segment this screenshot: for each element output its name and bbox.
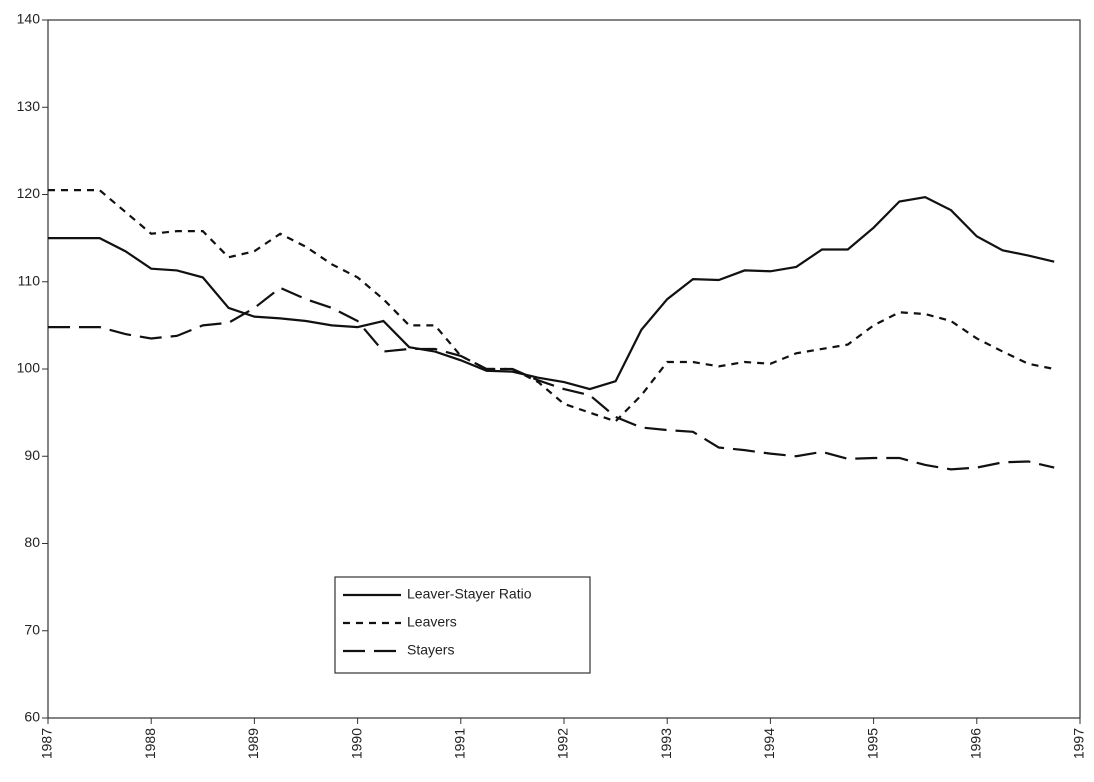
x-tick-label: 1993 xyxy=(658,728,674,759)
legend-label: Leaver-Stayer Ratio xyxy=(407,586,532,602)
x-tick-label: 1997 xyxy=(1071,728,1087,759)
x-tick-label: 1995 xyxy=(864,728,880,759)
legend: Leaver-Stayer Ratio Leavers Stayers xyxy=(334,576,591,674)
y-tick-label: 90 xyxy=(24,447,40,463)
y-tick-label: 100 xyxy=(17,360,41,376)
x-tick-label: 1988 xyxy=(142,728,158,759)
x-tick-label: 1992 xyxy=(555,728,571,759)
data-line xyxy=(48,195,1055,391)
x-tick-label: 1991 xyxy=(452,728,468,759)
y-tick-label: 80 xyxy=(24,534,40,550)
y-tick-label: 70 xyxy=(24,621,40,637)
y-tick-label: 140 xyxy=(17,11,41,27)
y-tick-label: 60 xyxy=(24,709,40,725)
data-line xyxy=(48,286,1055,471)
x-tick-label: 1987 xyxy=(39,728,55,759)
y-tick-label: 110 xyxy=(18,272,41,288)
x-tick-label: 1994 xyxy=(761,728,777,759)
legend-label: Leavers xyxy=(407,614,457,630)
legend-label: Stayers xyxy=(407,642,454,658)
x-tick-label: 1989 xyxy=(245,728,261,759)
data-line xyxy=(48,189,1055,423)
x-tick-label: 1996 xyxy=(968,728,984,759)
legend-box xyxy=(334,576,591,674)
y-tick-label: 130 xyxy=(17,98,41,114)
y-tick-label: 120 xyxy=(17,185,41,201)
x-tick-label: 1990 xyxy=(348,728,364,759)
